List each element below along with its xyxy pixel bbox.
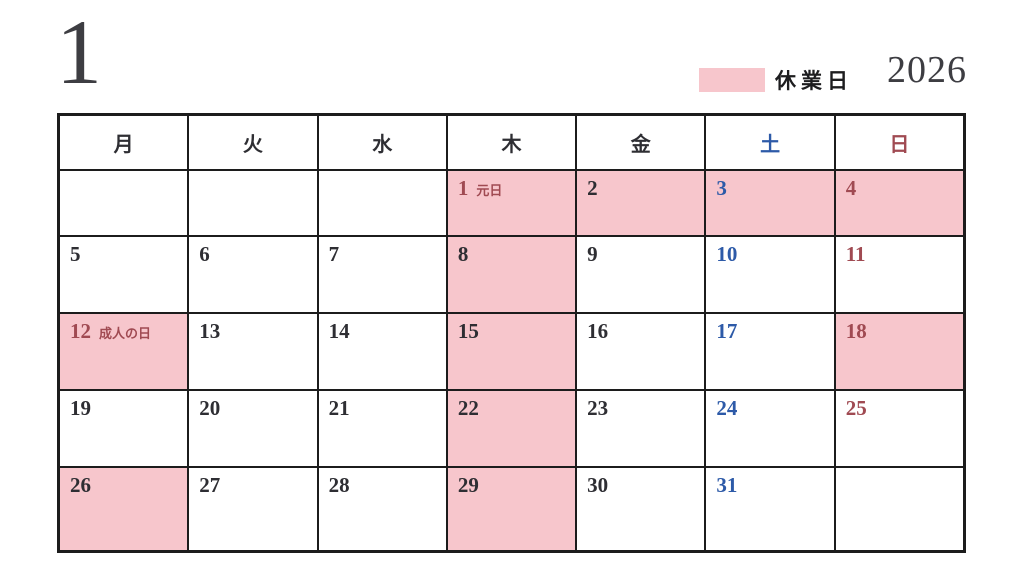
- day-number: 6: [199, 242, 210, 266]
- day-cell-24: 24: [705, 390, 835, 467]
- day-cell-31: 31: [705, 467, 835, 551]
- day-number: 22: [457, 396, 479, 420]
- day-number: 29: [457, 473, 479, 497]
- day-number: 23: [587, 396, 609, 420]
- day-number: 24: [716, 396, 738, 420]
- day-cell-empty: [188, 170, 318, 236]
- day-number: 10: [716, 242, 738, 266]
- day-cell-empty: [59, 170, 189, 236]
- day-cell-30: 30: [576, 467, 706, 551]
- day-number: 18: [845, 319, 867, 343]
- day-cell-empty: [317, 170, 447, 236]
- day-number: 15: [457, 319, 479, 343]
- day-cell-27: 27: [188, 467, 318, 551]
- day-number: 17: [716, 319, 738, 343]
- day-cell-12: 12 成人の日: [59, 313, 189, 390]
- day-number: 30: [587, 473, 609, 497]
- month-number: 1: [56, 1, 102, 103]
- day-cell-13: 13: [188, 313, 318, 390]
- day-cell-4: 4: [834, 170, 964, 236]
- day-cell-11: 11: [834, 236, 964, 313]
- holiday-label: 成人の日: [99, 326, 152, 341]
- day-cell-18: 18: [834, 313, 964, 390]
- day-number: 28: [328, 473, 350, 497]
- weekday-header-2: 火: [188, 115, 318, 170]
- day-number: 4: [845, 176, 857, 200]
- day-cell-9: 9: [576, 236, 706, 313]
- day-number: 7: [328, 242, 340, 266]
- weekday-header-6: 土: [705, 115, 835, 170]
- day-number: 20: [199, 396, 221, 420]
- day-number: 12: [70, 319, 91, 343]
- day-cell-2: 2: [576, 170, 706, 236]
- day-number: 3: [716, 176, 727, 200]
- day-number: 16: [587, 319, 609, 343]
- day-number: 14: [328, 319, 350, 343]
- day-number: 26: [70, 473, 91, 497]
- day-number: 31: [716, 473, 738, 497]
- day-number: 9: [587, 242, 598, 266]
- day-cell-1: 1 元日: [446, 170, 577, 236]
- day-number: 8: [457, 242, 469, 266]
- day-cell-29: 29: [446, 467, 577, 551]
- day-cell-28: 28: [317, 467, 447, 551]
- holiday-label: 元日: [476, 183, 503, 198]
- day-cell-15: 15: [446, 313, 577, 390]
- day-number: 25: [845, 396, 867, 420]
- closed-day-swatch: [699, 68, 765, 92]
- day-number: 2: [587, 176, 598, 200]
- day-cell-6: 6: [188, 236, 318, 313]
- weekday-header-7: 日: [834, 115, 964, 170]
- day-cell-10: 10: [705, 236, 835, 313]
- day-number: 21: [328, 396, 350, 420]
- day-cell-25: 25: [834, 390, 964, 467]
- day-cell-21: 21: [317, 390, 447, 467]
- day-number: 5: [70, 242, 81, 266]
- calendar-grid: 月火水木金土日 1 元日 2 3 4 5 6 7 8 9 10 11 12 成人の日 13 14 15 16 17 18…: [57, 113, 966, 553]
- day-cell-16: 16: [576, 313, 706, 390]
- day-cell-7: 7: [317, 236, 447, 313]
- day-cell-17: 17: [705, 313, 835, 390]
- day-number: 13: [199, 319, 221, 343]
- day-cell-5: 5: [59, 236, 189, 313]
- day-number: 11: [845, 242, 866, 266]
- weekday-header-5: 金: [576, 115, 706, 170]
- day-cell-23: 23: [576, 390, 706, 467]
- day-number: 1: [457, 176, 469, 200]
- weekday-header-1: 月: [59, 115, 189, 170]
- weekday-header-3: 水: [317, 115, 447, 170]
- day-cell-26: 26: [59, 467, 189, 551]
- day-cell-empty: [834, 467, 964, 551]
- day-cell-14: 14: [317, 313, 447, 390]
- weekday-header-4: 木: [446, 115, 577, 170]
- day-cell-22: 22: [446, 390, 577, 467]
- day-number: 19: [70, 396, 91, 420]
- day-number: 27: [199, 473, 221, 497]
- day-cell-19: 19: [59, 390, 189, 467]
- day-cell-20: 20: [188, 390, 318, 467]
- legend: 休業日: [699, 65, 853, 95]
- legend-label: 休業日: [775, 69, 853, 93]
- year-label: 2026: [887, 49, 967, 91]
- day-cell-3: 3: [705, 170, 835, 236]
- day-cell-8: 8: [446, 236, 577, 313]
